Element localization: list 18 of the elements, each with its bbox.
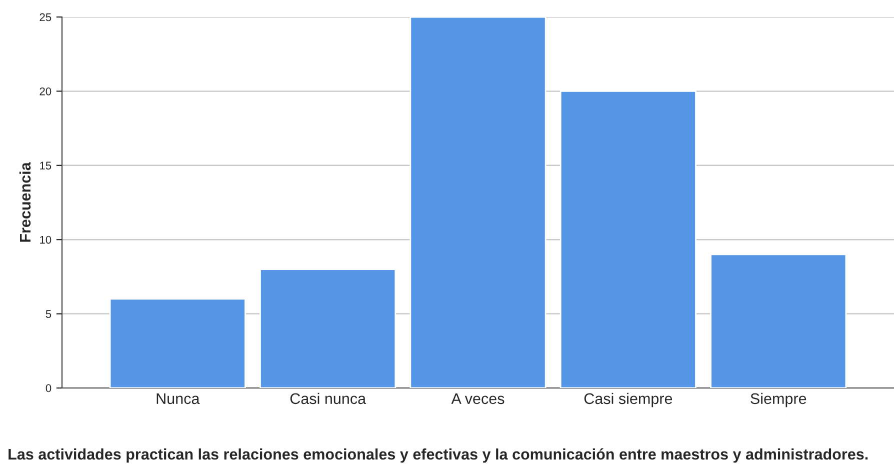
y-tick-label: 10 — [40, 236, 52, 244]
y-tick-label: 0 — [46, 384, 52, 392]
y-tick-label: 15 — [40, 162, 52, 170]
bar — [710, 254, 847, 388]
x-tick-label: Siempre — [750, 392, 806, 408]
bar — [260, 268, 396, 388]
bar — [109, 298, 246, 388]
x-axis-title: Las actividades practican las relaciones emocionales y efectivas y la comunicación entre maestros y administradores. — [8, 448, 868, 463]
x-tick-label: Casi siempre — [584, 392, 672, 408]
bar — [410, 17, 546, 388]
x-tick-label: Casi nunca — [290, 392, 366, 404]
y-tick-label: 20 — [40, 87, 52, 96]
y-axis-title: Frecuencia — [19, 162, 31, 242]
x-tick-label: A veces — [451, 393, 504, 404]
bar — [560, 90, 696, 388]
x-tick-label: Nunca — [156, 393, 200, 404]
y-tick-label: 25 — [40, 13, 52, 22]
y-tick-label: 5 — [46, 310, 52, 318]
